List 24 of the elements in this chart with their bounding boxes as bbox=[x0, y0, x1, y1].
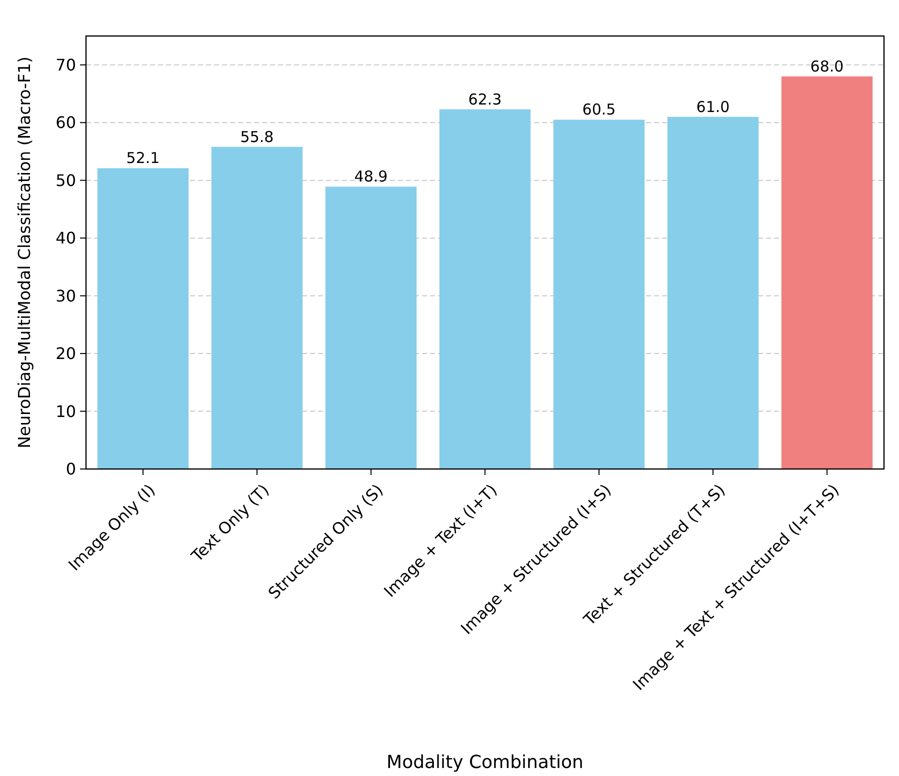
y-axis-title: NeuroDiag-MultiModal Classification (Macro-F1) bbox=[15, 56, 34, 448]
data-label: 52.1 bbox=[126, 149, 160, 168]
data-label: 55.8 bbox=[240, 128, 274, 146]
y-tick-label: 30 bbox=[56, 286, 76, 306]
data-label: 48.9 bbox=[354, 168, 388, 186]
bar bbox=[439, 109, 531, 469]
bar bbox=[211, 146, 303, 469]
y-tick-label: 10 bbox=[56, 402, 76, 421]
y-tick-label: 50 bbox=[56, 170, 76, 190]
x-axis-title: Modality Combination bbox=[386, 752, 584, 773]
bar bbox=[781, 76, 873, 469]
y-tick-label: 0 bbox=[66, 460, 76, 479]
bar bbox=[667, 116, 759, 469]
y-tick-label: 40 bbox=[56, 228, 76, 248]
bar bbox=[325, 186, 417, 469]
y-tick-label: 70 bbox=[56, 55, 76, 74]
bar bbox=[553, 120, 645, 469]
bar bbox=[97, 168, 189, 469]
y-tick-label: 60 bbox=[56, 113, 76, 132]
data-label: 61.0 bbox=[696, 98, 730, 116]
data-label: 62.3 bbox=[468, 90, 502, 108]
data-label: 60.5 bbox=[582, 100, 616, 119]
data-label: 68.0 bbox=[810, 57, 844, 76]
y-tick-label: 20 bbox=[56, 344, 76, 364]
